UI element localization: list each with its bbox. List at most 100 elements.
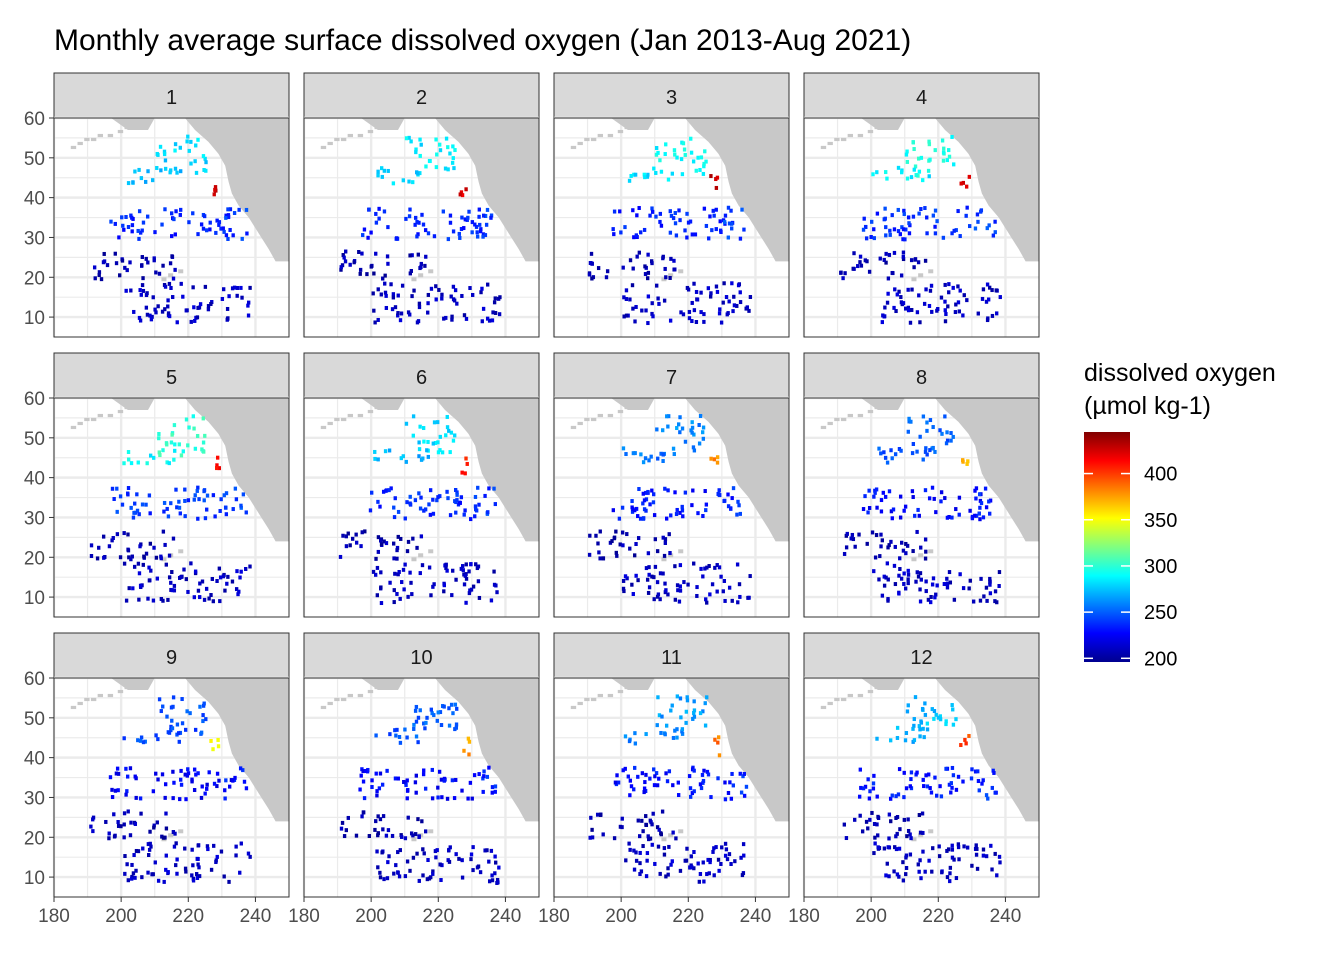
data-cell [411, 536, 415, 541]
data-cell [623, 225, 627, 230]
data-cell [673, 728, 677, 733]
data-cell [192, 426, 196, 431]
data-cell [961, 459, 965, 464]
data-cell [383, 449, 388, 454]
land-fragments [320, 398, 434, 562]
data-cell [122, 822, 126, 827]
data-cell [172, 423, 177, 428]
data-cell [911, 726, 915, 731]
data-cell [906, 581, 910, 586]
data-cell [964, 213, 968, 218]
data-cell [621, 578, 626, 583]
data-cell [675, 694, 680, 699]
data-cell [705, 872, 709, 877]
data-cell [900, 540, 904, 545]
data-cell [873, 488, 877, 493]
data-cell [429, 707, 433, 712]
land-fragments [820, 398, 934, 562]
data-cell [667, 844, 671, 849]
data-cell [238, 575, 242, 580]
data-cell [192, 788, 197, 792]
data-cell [853, 544, 857, 549]
data-cell [628, 297, 632, 302]
facet-strip [303, 72, 540, 119]
legend-tick-label: 250 [1144, 602, 1177, 624]
data-cell [140, 283, 145, 288]
data-cell [653, 564, 658, 569]
facet-strip-label: 6 [416, 367, 427, 389]
land-fragment [827, 141, 833, 146]
data-cells [339, 702, 501, 885]
data-cell [118, 555, 123, 560]
data-cell [396, 509, 401, 514]
data-cell [852, 251, 856, 256]
data-cell [122, 736, 126, 741]
data-cell [241, 492, 246, 497]
data-cell [379, 542, 384, 547]
data-cell [187, 220, 191, 225]
data-cell [685, 698, 690, 703]
data-cell [958, 234, 962, 239]
data-cell [862, 216, 866, 221]
data-cell [621, 586, 626, 591]
land-fragment [117, 409, 124, 414]
data-cell [467, 591, 472, 596]
data-cell [640, 771, 645, 776]
data-cell [666, 424, 670, 429]
data-cell [234, 853, 238, 858]
y-tick-label: 30 [24, 788, 45, 809]
data-cell [463, 471, 467, 476]
data-cell [123, 265, 127, 270]
facet-strip [803, 632, 1040, 679]
data-cell [495, 590, 499, 595]
data-cell [404, 782, 408, 787]
data-cell [449, 294, 453, 299]
data-cell [906, 577, 910, 582]
data-cell [451, 284, 456, 289]
land-fragment [178, 549, 184, 554]
data-cell [479, 290, 483, 295]
data-cell [405, 788, 410, 793]
data-cell [454, 852, 458, 857]
data-cell [708, 214, 712, 219]
data-cell [665, 414, 669, 419]
land-fragment [857, 413, 864, 418]
data-cell [971, 599, 976, 604]
data-cell [678, 510, 682, 515]
data-cell [908, 832, 912, 837]
data-cell [454, 777, 458, 782]
data-cell [674, 836, 678, 841]
data-cell [373, 449, 377, 454]
data-cell [455, 492, 459, 497]
data-cell [985, 226, 989, 231]
data-cell [702, 319, 706, 324]
data-cell [863, 224, 868, 229]
data-cell [925, 727, 930, 732]
data-cell [89, 543, 94, 548]
data-cell [708, 860, 712, 865]
data-cell [990, 288, 994, 293]
data-cells [839, 134, 1002, 325]
data-cell [472, 773, 477, 778]
data-cell [97, 545, 101, 550]
data-cell [493, 296, 497, 301]
data-cell [998, 860, 1002, 865]
data-cell [434, 284, 438, 289]
data-cell [892, 563, 897, 568]
data-cell [423, 228, 428, 233]
data-cell [590, 261, 594, 266]
data-cell [370, 785, 374, 789]
data-cell [631, 451, 636, 456]
data-cell [167, 281, 172, 286]
data-cell [701, 709, 705, 714]
data-cell [215, 463, 219, 468]
data-cell [448, 220, 453, 225]
data-cell [469, 562, 473, 567]
data-cell [641, 460, 646, 465]
data-cell [691, 716, 695, 721]
data-cell [618, 542, 622, 547]
data-cell [239, 503, 243, 508]
data-cell [663, 732, 667, 737]
data-cell [691, 159, 696, 164]
data-cell [428, 488, 433, 493]
